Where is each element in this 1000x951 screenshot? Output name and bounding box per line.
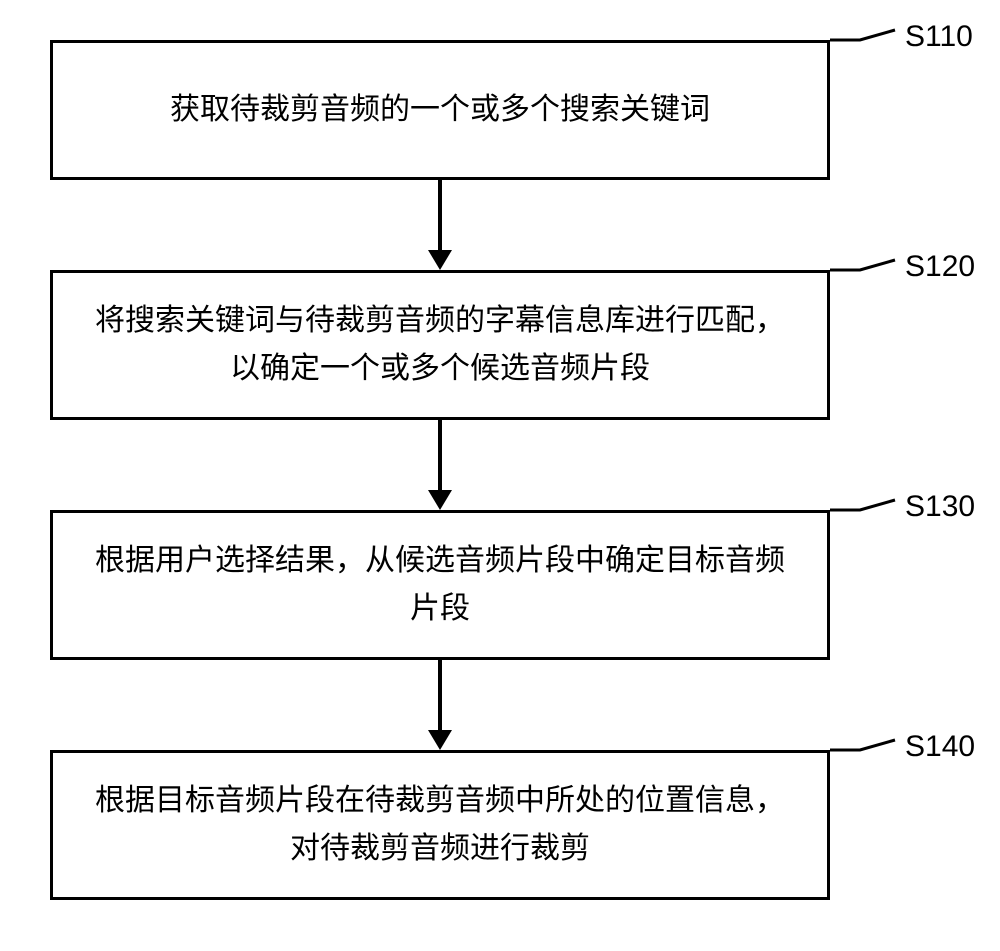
- step-box-s110: 获取待裁剪音频的一个或多个搜索关键词: [50, 40, 830, 180]
- step-text: 将搜索关键词与待裁剪音频的字幕信息库进行匹配，以确定一个或多个候选音频片段: [83, 297, 797, 393]
- step-text: 根据用户选择结果，从候选音频片段中确定目标音频片段: [83, 537, 797, 633]
- step-text: 根据目标音频片段在待裁剪音频中所处的位置信息，对待裁剪音频进行裁剪: [83, 777, 797, 873]
- connector-1: [438, 180, 442, 250]
- step-box-s140: 根据目标音频片段在待裁剪音频中所处的位置信息，对待裁剪音频进行裁剪: [50, 750, 830, 900]
- step-box-s130: 根据用户选择结果，从候选音频片段中确定目标音频片段: [50, 510, 830, 660]
- step-text: 获取待裁剪音频的一个或多个搜索关键词: [170, 86, 710, 134]
- flowchart-container: 获取待裁剪音频的一个或多个搜索关键词 将搜索关键词与待裁剪音频的字幕信息库进行匹…: [0, 0, 1000, 951]
- arrowhead-1: [428, 250, 452, 270]
- arrowhead-3: [428, 730, 452, 750]
- arrowhead-2: [428, 490, 452, 510]
- step-label-s110: S110: [905, 20, 973, 54]
- step-label-s120: S120: [905, 250, 975, 284]
- connector-3: [438, 660, 442, 730]
- step-label-s130: S130: [905, 490, 975, 524]
- connector-2: [438, 420, 442, 490]
- step-box-s120: 将搜索关键词与待裁剪音频的字幕信息库进行匹配，以确定一个或多个候选音频片段: [50, 270, 830, 420]
- step-label-s140: S140: [905, 730, 975, 764]
